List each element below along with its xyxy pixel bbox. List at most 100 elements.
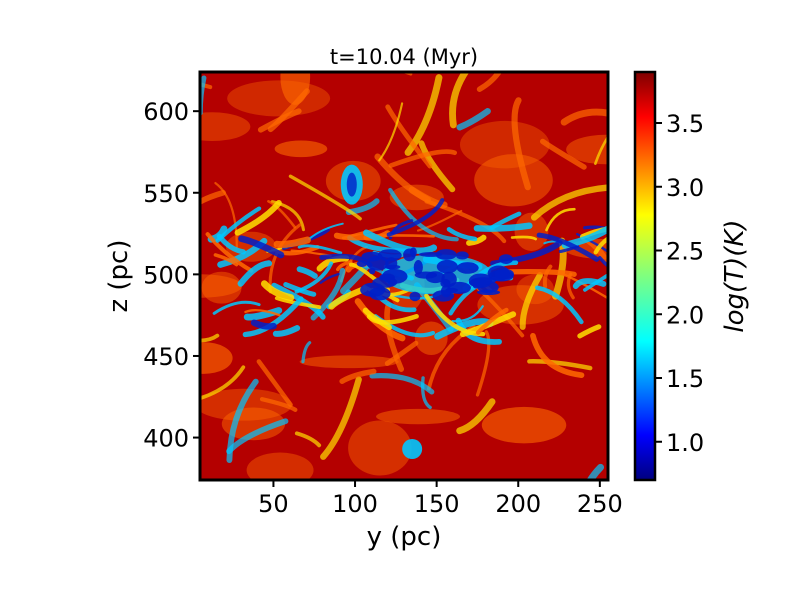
warm-gas-region <box>200 274 243 298</box>
gas-filament <box>421 376 432 410</box>
cold-gas-clump <box>435 249 457 260</box>
x-tick-label: 100 <box>332 490 378 518</box>
gas-filament <box>200 189 226 206</box>
warm-gas-region <box>227 80 331 117</box>
colorbar-tick-label: 1.5 <box>666 365 704 393</box>
gas-filament <box>237 260 273 287</box>
gas-filament <box>339 368 377 384</box>
gas-filament <box>560 108 608 126</box>
cold-gas-clump <box>436 259 458 274</box>
gas-filament <box>475 330 491 397</box>
gas-filament <box>416 209 463 232</box>
gas-filament <box>259 397 298 412</box>
gas-filament <box>238 235 285 259</box>
gas-filament <box>545 207 576 232</box>
y-tick-label: 450 <box>143 343 189 371</box>
gas-filament <box>213 253 239 267</box>
gas-filament <box>256 359 293 408</box>
gas-filament <box>319 272 340 284</box>
gas-filament <box>274 296 322 310</box>
cold-gas-clump <box>498 254 514 264</box>
gas-filament <box>539 138 587 170</box>
gas-filament <box>340 263 370 295</box>
gas-filament <box>527 359 593 371</box>
warm-gas-region <box>299 355 399 369</box>
gas-filament <box>336 260 353 272</box>
gas-filament <box>534 285 584 325</box>
cold-gas-clump <box>494 268 514 280</box>
gas-filament <box>244 308 281 317</box>
warm-gas-region <box>459 120 550 169</box>
gas-filament <box>294 431 322 448</box>
gas-filament <box>308 222 344 240</box>
chart-title: t=10.04 (Myr) <box>330 45 478 69</box>
cold-gas-clump <box>476 289 501 296</box>
gas-filament <box>205 232 254 273</box>
gas-filament <box>272 325 301 337</box>
gas-filament <box>451 305 484 323</box>
cold-gas-clump <box>387 277 396 286</box>
gas-filament <box>243 307 283 321</box>
gas-filament <box>579 226 608 240</box>
gas-filament <box>212 300 261 315</box>
gas-filament <box>473 222 533 232</box>
gas-filament <box>328 285 368 310</box>
gas-filament <box>593 134 608 165</box>
warm-gas-region <box>348 420 412 476</box>
gas-filament <box>446 227 478 242</box>
warm-gas-region <box>246 452 314 480</box>
gas-filament <box>530 184 608 221</box>
gas-filament <box>301 341 312 364</box>
y-tick-label: 400 <box>143 425 189 453</box>
gas-filament <box>583 272 608 292</box>
gas-filament <box>374 153 431 203</box>
cold-gas-clump <box>356 260 368 268</box>
gas-filament <box>519 272 543 330</box>
gas-filament <box>598 255 608 269</box>
gas-filament <box>215 206 262 243</box>
colorbar-ticks: 1.0 1.5 2.0 2.5 3.0 3.5 <box>655 110 704 457</box>
gas-filament <box>267 88 310 133</box>
cold-gas-clump <box>472 283 480 289</box>
gas-filament <box>456 108 491 131</box>
temperature-field <box>200 72 608 480</box>
gas-filament <box>449 72 470 129</box>
cold-cloud <box>402 438 423 459</box>
warm-gas-region <box>200 342 233 374</box>
gas-filament <box>510 235 537 241</box>
gas-filament <box>542 264 553 289</box>
warm-gas-region <box>474 154 553 207</box>
gas-filament <box>273 236 311 249</box>
gas-filament <box>296 266 318 279</box>
gas-filament <box>384 340 419 366</box>
cold-gas-clump <box>409 291 421 302</box>
gas-filament <box>354 298 406 342</box>
cold-gas-clump <box>456 262 479 274</box>
y-axis-label: z (pc) <box>104 240 134 313</box>
gas-filament <box>200 82 213 90</box>
cold-gas-clump <box>368 267 376 275</box>
warm-gas-region <box>414 321 448 356</box>
warm-gas-region <box>376 408 461 425</box>
warm-gas-region <box>201 271 242 304</box>
y-tick-label: 550 <box>143 180 189 208</box>
heatmap-area <box>200 72 608 480</box>
gas-filament <box>234 200 282 236</box>
x-axis-label: y (pc) <box>367 522 442 552</box>
gas-filament <box>200 365 246 401</box>
colorbar-tick-label: 2.0 <box>666 301 704 329</box>
gas-filament <box>378 102 404 162</box>
y-tick-label: 600 <box>143 98 189 126</box>
colorbar-tick-label: 2.5 <box>666 238 704 266</box>
gas-filament <box>577 324 602 339</box>
cold-gas-clump <box>369 287 391 301</box>
gas-filament <box>386 198 445 237</box>
gas-filament <box>456 398 496 435</box>
cold-cloud-core <box>346 172 357 197</box>
gas-filament <box>418 140 456 193</box>
gas-filament <box>288 174 362 221</box>
warm-gas-region <box>481 406 567 444</box>
gas-filament <box>214 181 238 249</box>
gas-filament <box>250 319 277 330</box>
gas-filament <box>385 104 433 169</box>
